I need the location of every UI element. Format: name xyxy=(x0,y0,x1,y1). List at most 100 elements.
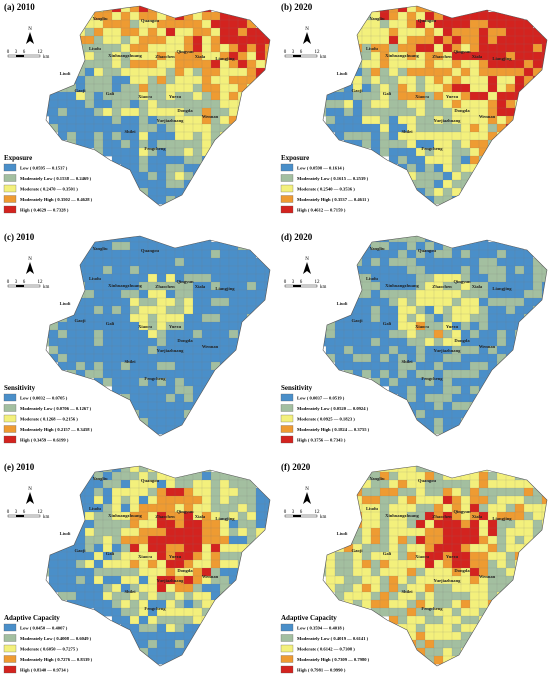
map-patch xyxy=(93,75,104,85)
map-patch xyxy=(442,479,453,489)
map-patch xyxy=(469,607,480,617)
map-patch xyxy=(334,345,345,355)
map-outline xyxy=(45,235,271,437)
map-patch xyxy=(334,591,345,601)
map-patch xyxy=(138,345,149,355)
place-label: Xinhuangzhuang xyxy=(108,53,142,58)
place-label: Yuexu xyxy=(169,324,182,329)
map-patch xyxy=(201,83,212,93)
map-patch xyxy=(102,503,113,513)
map-patch xyxy=(334,329,345,339)
map-patch xyxy=(138,559,149,569)
map-patch xyxy=(147,337,158,347)
map-patch xyxy=(451,147,462,157)
map-patch xyxy=(93,289,104,299)
map-patch xyxy=(183,599,194,609)
map-patch xyxy=(496,361,507,371)
map-patch xyxy=(138,59,149,69)
map-patch xyxy=(370,289,381,299)
map-patch xyxy=(352,503,363,513)
map-patch xyxy=(361,313,372,323)
map-patch xyxy=(219,559,230,569)
map-patch xyxy=(451,179,462,189)
map-patch xyxy=(183,115,194,125)
map-patch xyxy=(361,567,372,577)
map-patch xyxy=(487,519,498,529)
map-patch xyxy=(138,417,149,427)
map-patch xyxy=(156,35,167,45)
map-outline xyxy=(45,465,271,667)
map-patch xyxy=(111,115,122,125)
map-patch xyxy=(379,583,390,593)
map-patch xyxy=(48,107,59,117)
map-patch xyxy=(75,345,86,355)
map-patch xyxy=(201,305,212,315)
legend-swatch xyxy=(280,205,294,214)
map-patch xyxy=(406,241,417,251)
map-patch xyxy=(165,567,176,577)
place-label: Xiaocu xyxy=(415,94,429,99)
map-patch xyxy=(219,99,230,109)
map-patch xyxy=(361,337,372,347)
map-patch xyxy=(147,305,158,315)
legend-swatch xyxy=(280,644,294,653)
map-patch xyxy=(84,59,95,69)
map-patch xyxy=(397,519,408,529)
map-patch xyxy=(451,623,462,633)
scale-bar-fill xyxy=(16,285,24,287)
map-patch xyxy=(361,479,372,489)
map-patch xyxy=(379,345,390,355)
map-patch xyxy=(370,59,381,69)
map-patch xyxy=(75,503,86,513)
map-patch xyxy=(451,393,462,403)
map-patch xyxy=(415,123,426,133)
place-label: Gali xyxy=(106,91,115,96)
map-patch xyxy=(255,495,266,505)
map-patch xyxy=(165,559,176,569)
map-patch xyxy=(165,361,176,371)
map-patch xyxy=(255,527,266,537)
map-patch xyxy=(541,527,547,537)
legend-swatch xyxy=(280,163,294,172)
map-patch xyxy=(120,471,131,481)
map-patch xyxy=(424,631,435,641)
map-patch xyxy=(165,179,176,189)
legend-item: Moderately High ( 0.7309 — 0.7980 ) xyxy=(297,657,370,662)
map-patch xyxy=(424,487,435,497)
map-patch xyxy=(406,289,417,299)
map-patch xyxy=(496,575,507,585)
map-patch xyxy=(352,559,363,569)
map-patch xyxy=(84,83,95,93)
map-patch xyxy=(397,11,408,21)
map-patch xyxy=(361,361,372,371)
map-patch xyxy=(478,265,489,275)
place-label: Zhaochen xyxy=(155,284,175,289)
map-patch xyxy=(192,607,203,617)
map-patch xyxy=(120,377,131,387)
map-patch xyxy=(451,519,462,529)
map-patch xyxy=(406,471,417,481)
map-patch xyxy=(174,639,185,649)
map-patch xyxy=(397,615,408,625)
map-patch xyxy=(514,479,525,489)
map-patch xyxy=(192,393,203,403)
map-patch xyxy=(111,11,122,21)
map-patch xyxy=(478,377,489,387)
map-patch xyxy=(147,631,158,641)
map-patch xyxy=(210,273,221,283)
map-patch xyxy=(433,631,444,641)
map-patch xyxy=(406,115,417,125)
map-patch xyxy=(406,543,417,553)
legend-swatch xyxy=(280,184,294,193)
map-patch xyxy=(487,479,498,489)
legend-title: Adaptive Capacity xyxy=(4,614,60,622)
place-label: Liangjing xyxy=(215,516,235,521)
map-patch xyxy=(487,43,498,53)
map-patch xyxy=(388,503,399,513)
map-patch xyxy=(352,115,363,125)
map-patch xyxy=(165,43,176,53)
map-patch xyxy=(415,639,426,649)
map-outline xyxy=(322,465,548,667)
map-patch xyxy=(147,179,158,189)
map-patch xyxy=(415,519,426,529)
